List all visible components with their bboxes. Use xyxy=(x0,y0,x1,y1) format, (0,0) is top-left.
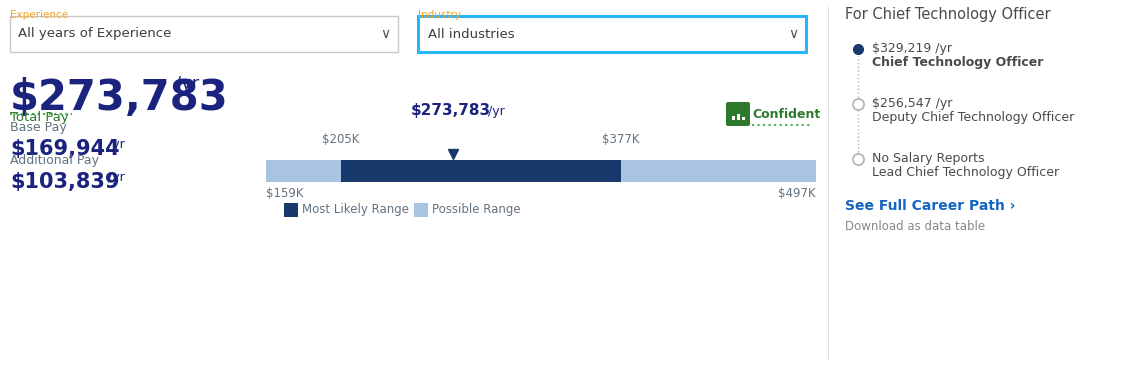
Text: Lead Chief Technology Officer: Lead Chief Technology Officer xyxy=(872,166,1059,179)
FancyBboxPatch shape xyxy=(341,160,621,182)
Text: Chief Technology Officer: Chief Technology Officer xyxy=(872,56,1044,69)
Text: $329,219 /yr: $329,219 /yr xyxy=(872,42,952,55)
Text: See Full Career Path ›: See Full Career Path › xyxy=(845,199,1016,213)
Text: $205K: $205K xyxy=(322,133,360,146)
Text: $273,783: $273,783 xyxy=(410,103,491,118)
FancyBboxPatch shape xyxy=(418,16,806,52)
FancyBboxPatch shape xyxy=(10,16,398,52)
FancyBboxPatch shape xyxy=(736,114,740,120)
Text: Base Pay: Base Pay xyxy=(10,121,67,134)
Text: /yr: /yr xyxy=(484,105,506,118)
Text: Additional Pay: Additional Pay xyxy=(10,154,99,167)
Text: $103,839: $103,839 xyxy=(10,172,120,192)
Text: $159K: $159K xyxy=(266,187,304,200)
Text: Download as data table: Download as data table xyxy=(845,220,985,233)
Text: /yr: /yr xyxy=(108,171,124,184)
FancyBboxPatch shape xyxy=(726,102,750,126)
FancyBboxPatch shape xyxy=(266,160,816,182)
Text: Total Pay: Total Pay xyxy=(10,111,68,124)
Text: /yr: /yr xyxy=(108,138,124,151)
Text: Most Likely Range: Most Likely Range xyxy=(302,203,409,217)
FancyBboxPatch shape xyxy=(414,203,428,217)
FancyBboxPatch shape xyxy=(742,117,745,120)
Text: For Chief Technology Officer: For Chief Technology Officer xyxy=(845,7,1050,22)
Text: All years of Experience: All years of Experience xyxy=(18,28,172,40)
Text: $169,944: $169,944 xyxy=(10,139,120,159)
Text: Deputy Chief Technology Officer: Deputy Chief Technology Officer xyxy=(872,111,1074,124)
Text: ∨: ∨ xyxy=(380,27,390,41)
Text: $497K: $497K xyxy=(778,187,816,200)
Text: /yr: /yr xyxy=(175,75,200,93)
Text: Industry: Industry xyxy=(418,10,461,20)
Text: $377K: $377K xyxy=(602,133,639,146)
Text: All industries: All industries xyxy=(428,28,515,40)
Text: Possible Range: Possible Range xyxy=(432,203,520,217)
Text: Confident: Confident xyxy=(752,108,821,120)
Text: $256,547 /yr: $256,547 /yr xyxy=(872,97,953,110)
FancyBboxPatch shape xyxy=(284,203,298,217)
Text: Experience: Experience xyxy=(10,10,68,20)
Text: $273,783: $273,783 xyxy=(10,77,229,119)
Text: ∨: ∨ xyxy=(788,27,798,41)
FancyBboxPatch shape xyxy=(732,116,735,120)
Text: No Salary Reports: No Salary Reports xyxy=(872,152,984,165)
